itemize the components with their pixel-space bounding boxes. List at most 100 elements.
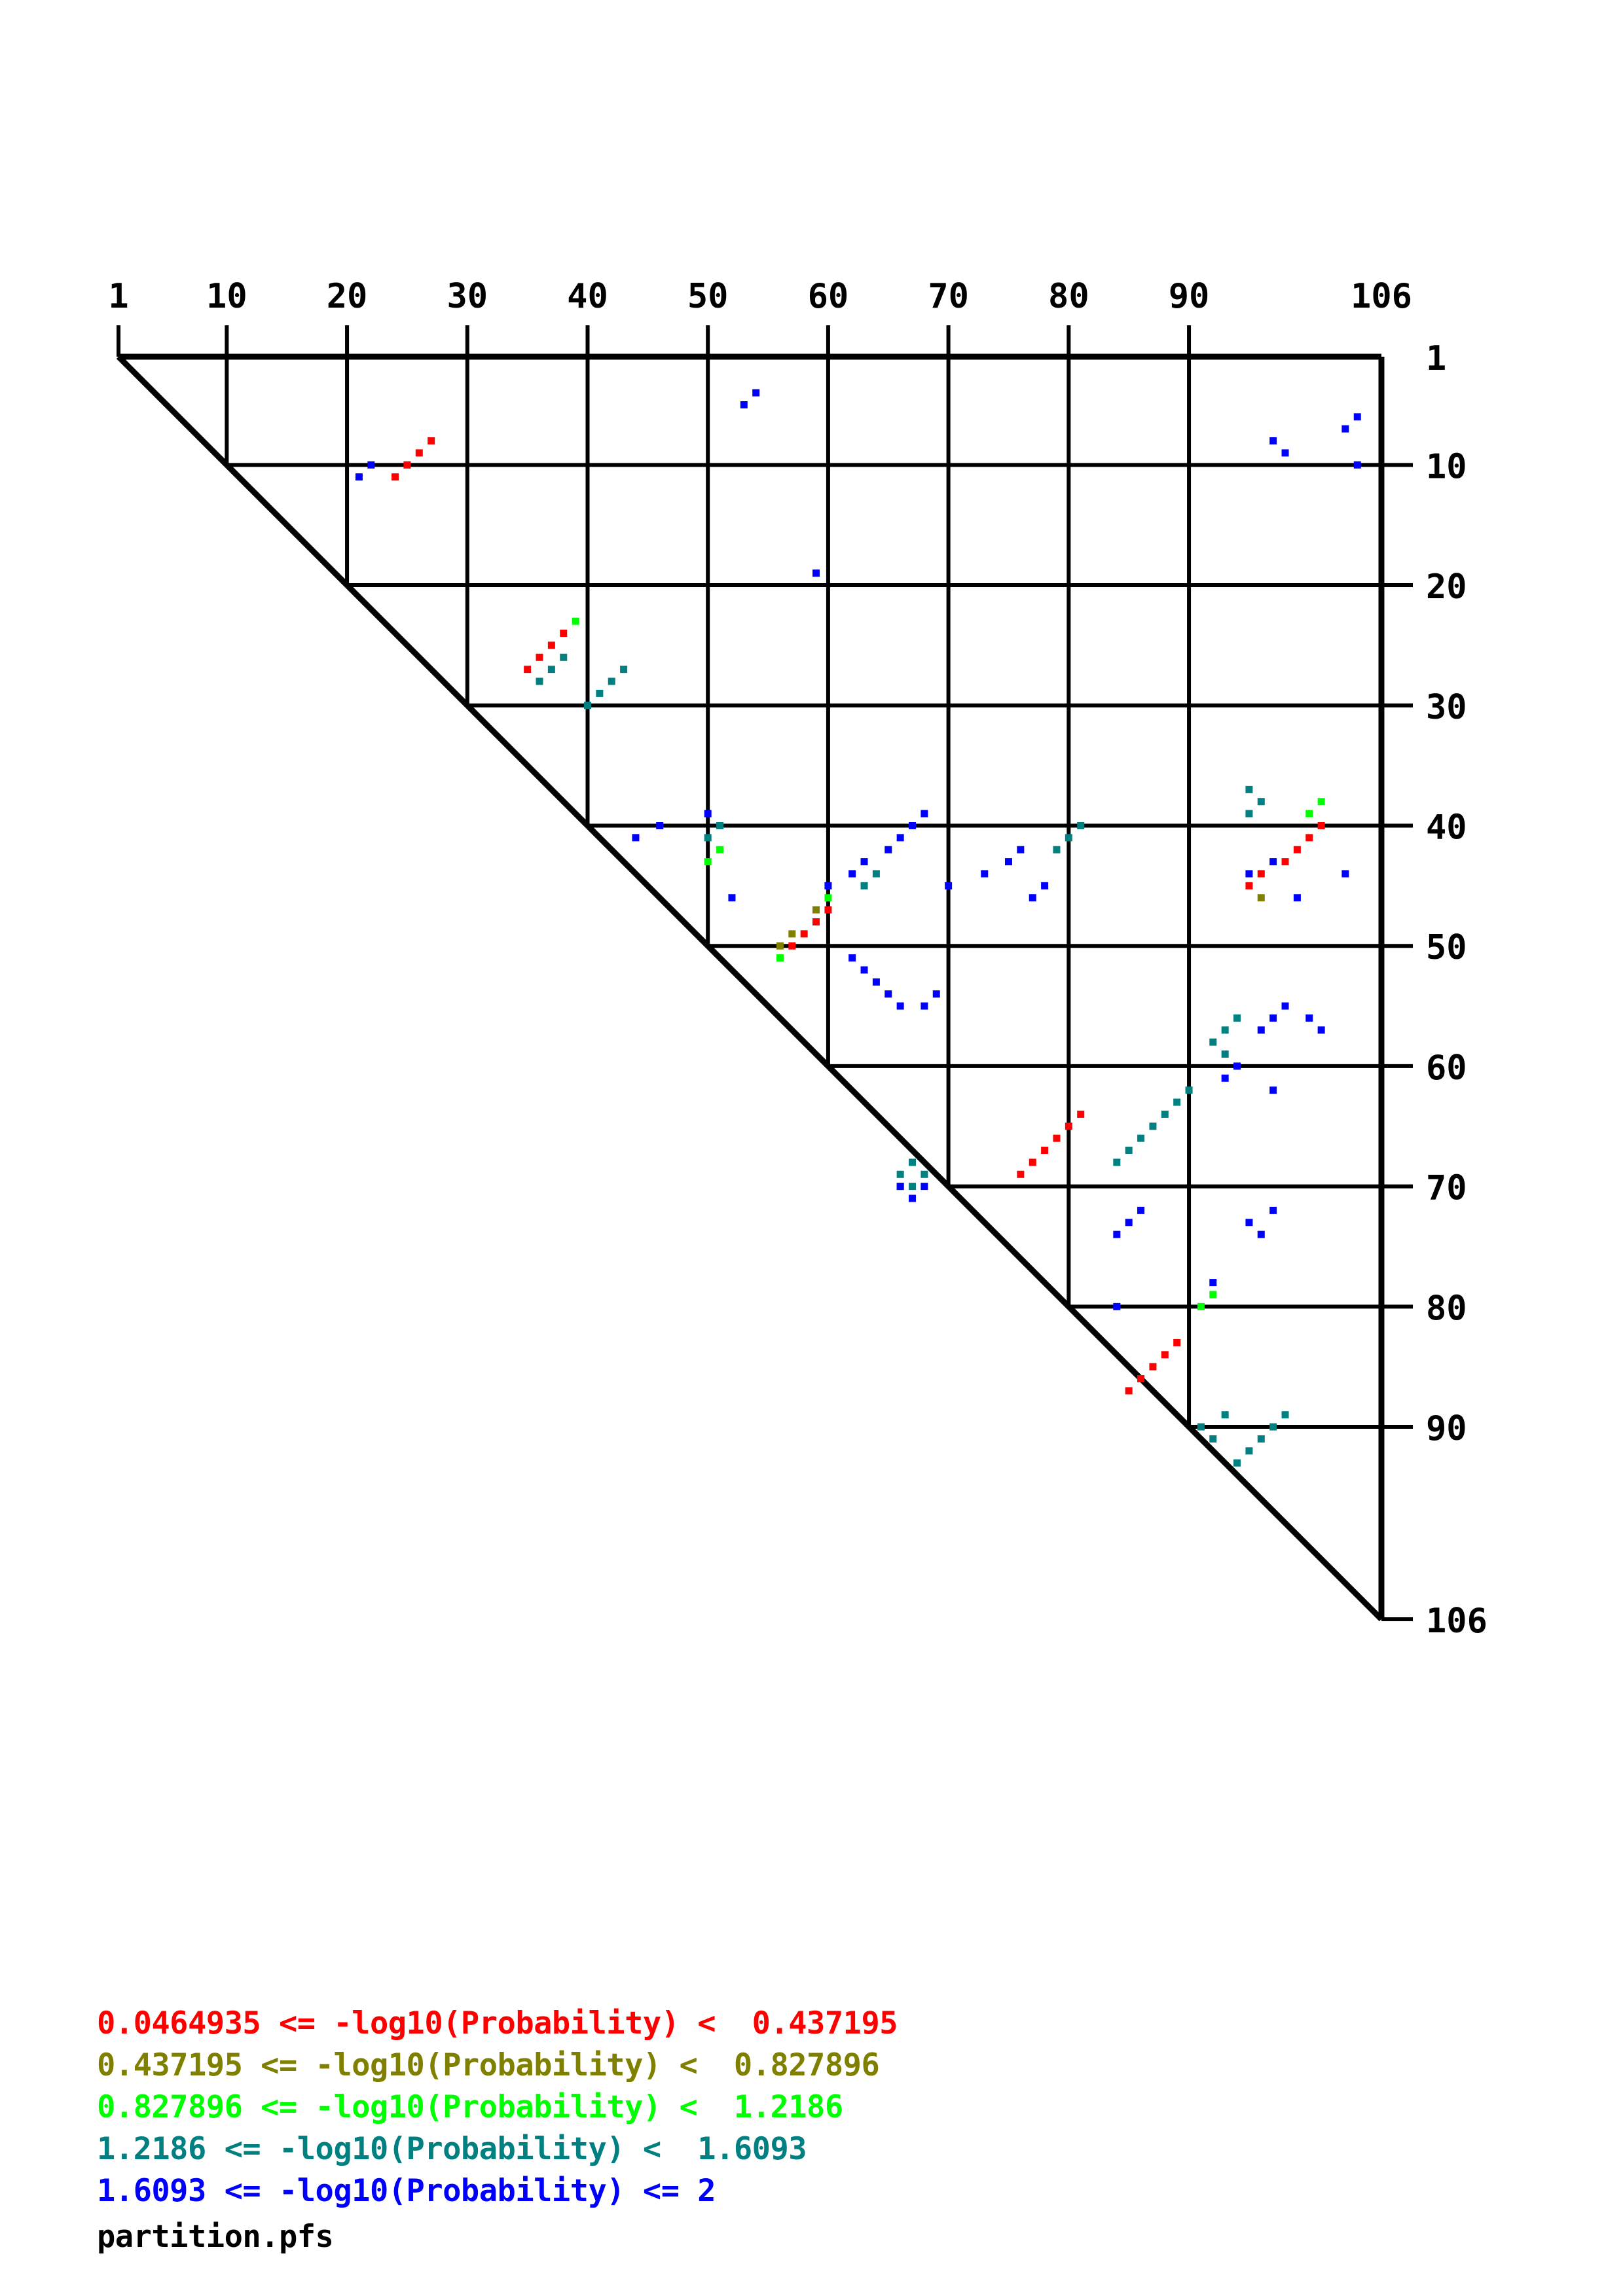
data-point — [1233, 1014, 1241, 1022]
x-tick-label-30: 30 — [447, 277, 488, 316]
x-tick-label-1: 1 — [108, 277, 128, 316]
data-point — [1305, 834, 1313, 842]
data-point — [1257, 1230, 1265, 1238]
data-point — [884, 846, 892, 853]
data-point — [583, 702, 591, 709]
legend-row-bin1: 0.0464935 <= -log10(Probability) < 0.437… — [97, 2005, 898, 2041]
data-point — [1149, 1363, 1157, 1371]
data-point — [1257, 870, 1265, 878]
data-point — [1017, 1170, 1025, 1178]
data-point — [824, 906, 832, 914]
data-point — [1173, 1338, 1181, 1346]
data-point — [860, 858, 868, 866]
data-point — [656, 821, 664, 829]
data-point — [1269, 1014, 1277, 1022]
data-point — [884, 990, 892, 998]
data-point — [716, 821, 724, 829]
data-point — [1269, 437, 1277, 445]
data-point — [812, 906, 820, 914]
data-point — [896, 1170, 904, 1178]
data-point — [860, 966, 868, 974]
x-tick-label-106: 106 — [1351, 277, 1412, 316]
y-tick-label-80: 80 — [1426, 1289, 1467, 1328]
series-bin2 — [776, 894, 1265, 950]
data-point — [981, 870, 989, 878]
data-point — [632, 834, 640, 842]
data-point — [1029, 894, 1036, 902]
data-point — [1197, 1423, 1205, 1431]
data-point — [824, 882, 832, 889]
diagonal-line — [116, 354, 1384, 1622]
data-point — [1245, 1219, 1253, 1227]
legend: 0.0464935 <= -log10(Probability) < 0.437… — [97, 2003, 1406, 2258]
data-point — [812, 918, 820, 925]
series-bin3 — [572, 617, 1325, 1310]
data-point — [704, 810, 712, 817]
data-point — [1221, 1411, 1229, 1419]
data-point — [921, 1170, 928, 1178]
legend-row-bin5: 1.6093 <= -log10(Probability) <= 2 — [97, 2173, 716, 2209]
data-point — [1257, 1435, 1265, 1443]
x-tick-label-10: 10 — [206, 277, 247, 316]
data-point — [1221, 1050, 1229, 1058]
data-point — [752, 389, 760, 397]
legend-row-bin2: 0.437195 <= -log10(Probability) < 0.8278… — [97, 2047, 880, 2083]
data-point — [428, 437, 435, 445]
data-point — [740, 401, 748, 408]
y-tick-label-10: 10 — [1426, 447, 1467, 486]
data-point — [392, 473, 399, 481]
data-point — [1341, 425, 1349, 433]
data-point — [896, 1183, 904, 1191]
data-point — [704, 858, 712, 866]
data-point — [896, 1002, 904, 1010]
x-tick-label-70: 70 — [928, 277, 969, 316]
data-point — [1245, 785, 1253, 793]
x-tick-label-40: 40 — [567, 277, 608, 316]
y-axis-tick-labels: 1 10 20 30 40 50 60 70 80 90 106 — [1426, 339, 1487, 1641]
data-point — [824, 894, 832, 902]
source-filename-label: partition.pfs — [97, 2219, 334, 2255]
data-point — [1269, 1086, 1277, 1094]
data-point — [1041, 1147, 1049, 1155]
data-point — [921, 1183, 928, 1191]
legend-row-bin3: 0.827896 <= -log10(Probability) < 1.2186 — [97, 2089, 843, 2125]
data-point — [1053, 1134, 1061, 1142]
plot-gridlines — [117, 325, 1413, 1621]
y-tick-label-60: 60 — [1426, 1049, 1467, 1088]
x-tick-label-80: 80 — [1048, 277, 1089, 316]
diagonal-reference-line — [116, 354, 1384, 1622]
data-point — [1293, 894, 1301, 902]
y-tick-label-50: 50 — [1426, 928, 1467, 967]
data-point — [1245, 1447, 1253, 1455]
data-point — [1125, 1147, 1133, 1155]
legend-row-bin4: 1.2186 <= -log10(Probability) < 1.6093 — [97, 2131, 807, 2167]
data-point — [704, 834, 712, 842]
data-point — [1245, 870, 1253, 878]
data-point — [1281, 1002, 1289, 1010]
data-point — [1269, 1206, 1277, 1214]
y-tick-label-90: 90 — [1426, 1409, 1467, 1448]
data-point — [1233, 1459, 1241, 1467]
data-point — [547, 641, 555, 649]
data-point — [776, 954, 784, 962]
data-point — [1257, 894, 1265, 902]
data-point — [1017, 846, 1025, 853]
data-point — [728, 894, 736, 902]
data-point — [776, 942, 784, 950]
series-bin1 — [392, 437, 1325, 1395]
data-point — [1161, 1351, 1169, 1359]
data-point — [1149, 1122, 1157, 1130]
data-point — [1185, 1086, 1193, 1094]
data-point — [1113, 1158, 1121, 1166]
data-point — [1257, 1026, 1265, 1034]
data-point — [1269, 858, 1277, 866]
data-point — [909, 1194, 917, 1202]
data-point — [1281, 1411, 1289, 1419]
x-tick-label-50: 50 — [687, 277, 729, 316]
data-point — [1077, 821, 1085, 829]
data-point — [1353, 413, 1361, 421]
data-point — [1257, 798, 1265, 806]
data-point — [932, 990, 940, 998]
data-point — [1161, 1110, 1169, 1118]
